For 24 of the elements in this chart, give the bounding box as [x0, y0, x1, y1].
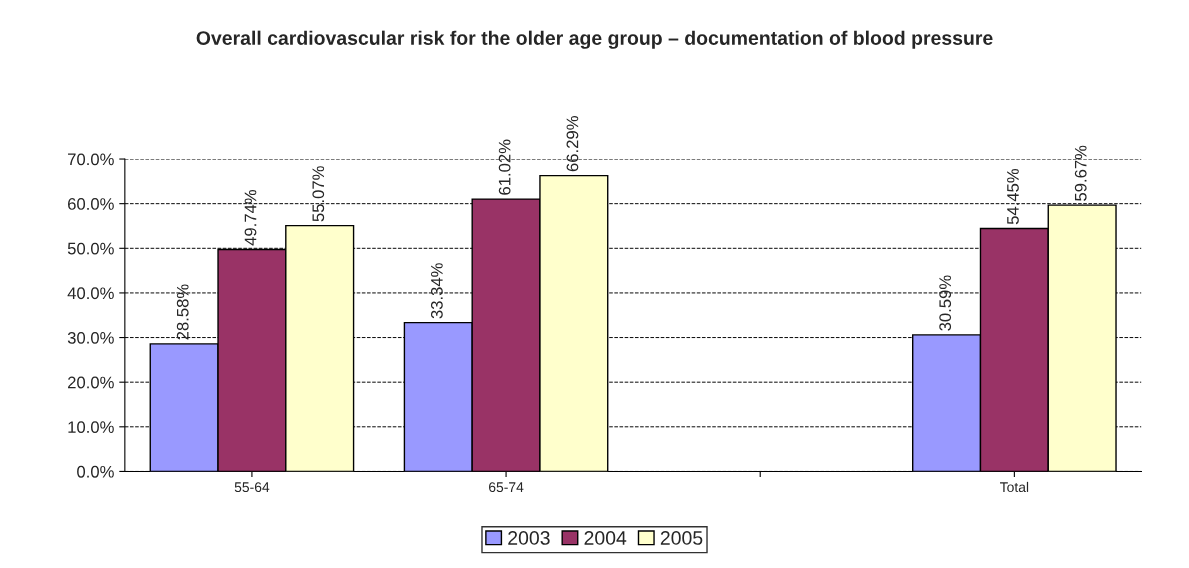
legend-label: 2003 [508, 531, 550, 545]
data-label: 49.74% [244, 189, 257, 246]
data-label: 54.45% [1007, 168, 1019, 225]
x-tick-label: 55-64 [234, 482, 270, 493]
data-label: 28.58% [176, 284, 189, 340]
data-label: 59.67% [1074, 145, 1087, 201]
data-label: 30.59% [939, 275, 952, 331]
data-label: 66.29% [566, 116, 579, 172]
data-label: 61.02% [498, 139, 511, 195]
y-tick-label: 0.0% [77, 465, 114, 478]
y-tick-label: 30.0% [67, 331, 114, 344]
x-tick-label: 65-74 [489, 482, 524, 493]
y-tick-label: 10.0% [68, 421, 114, 434]
y-tick-label: 60.0% [68, 198, 114, 210]
chart-title: Overall cardiovascular risk for the older age group – documentation of blood pressure [196, 30, 993, 49]
data-label: 55.07% [312, 166, 325, 222]
legend-label: 2005 [660, 531, 703, 545]
data-label: 33.34% [430, 263, 443, 319]
x-tick-label: Total [1000, 481, 1029, 493]
y-tick-label: 40.0% [67, 287, 114, 300]
y-tick-label: 50.0% [67, 242, 114, 255]
y-tick-label: 20.0% [68, 376, 114, 389]
legend-label: 2004 [584, 531, 627, 545]
y-tick-label: 70.0% [68, 153, 114, 166]
